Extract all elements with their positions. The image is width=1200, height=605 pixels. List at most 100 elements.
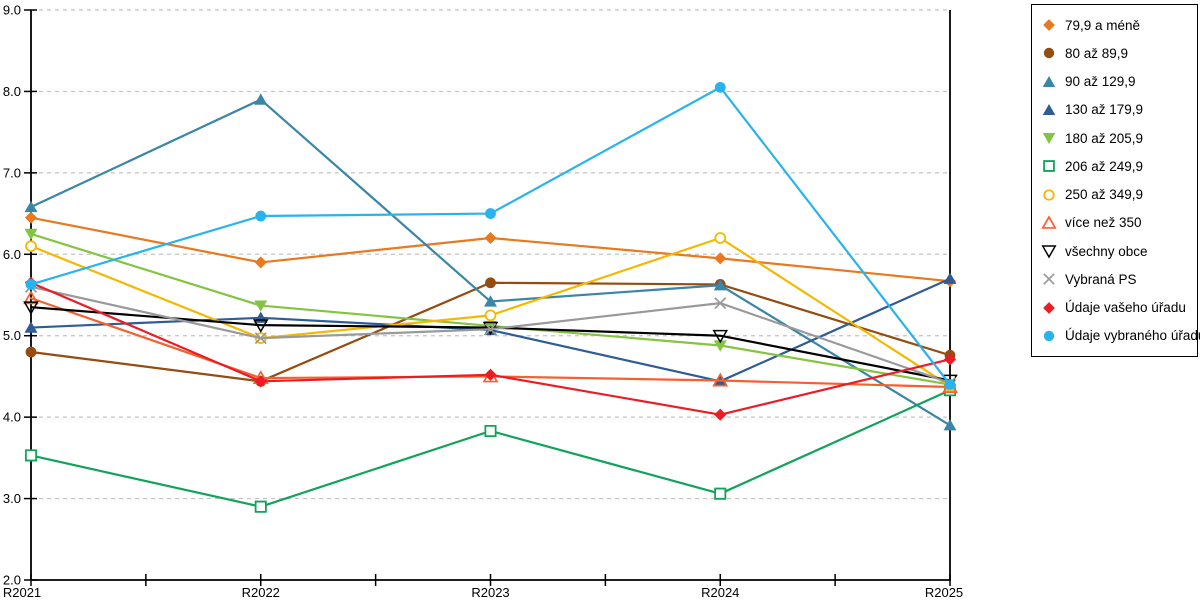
- y-axis-label: 6.0: [3, 247, 21, 262]
- legend-item-8: všechny obce: [1041, 243, 1193, 259]
- y-axis-label: 8.0: [3, 84, 21, 99]
- data-point-5-R2023: [484, 424, 497, 438]
- data-point-0-R2021: [24, 211, 38, 224]
- data-point-2-R2021: [24, 200, 38, 213]
- x-axis-label: R2024: [701, 585, 739, 600]
- data-point-9-R2023: [484, 323, 497, 336]
- series-line-8: [29, 306, 952, 382]
- data-point-0-R2023: [484, 231, 497, 245]
- legend-item-9: Vybraná PS: [1041, 271, 1193, 287]
- data-point-11-R2023: [485, 208, 496, 219]
- data-point-3-R2021: [24, 321, 38, 333]
- data-point-11-R2022: [255, 210, 267, 222]
- data-point-1-R2023: [485, 277, 496, 289]
- chart-legend: 79,9 a méně 80 až 89,9 90 až 129,9 130 až 1…: [1031, 4, 1200, 357]
- triangle-up-marker-icon: [1042, 103, 1056, 115]
- legend-marker-icon: [1043, 273, 1055, 286]
- triangle-down-open-marker-icon: [1041, 245, 1057, 259]
- legend-item-label: 79,9 a méně: [1065, 17, 1141, 33]
- data-point-7-R2024: [712, 372, 729, 387]
- legend-item-label: 90 až 129,9: [1065, 74, 1136, 90]
- data-point-2-R2022: [254, 93, 268, 105]
- series-line-4: [29, 232, 952, 386]
- y-axis-label: 5.0: [3, 328, 21, 343]
- legend-item-label: Údaje vybraného úřadu: [1065, 328, 1200, 344]
- triangle-up-marker-icon: [1042, 75, 1056, 87]
- data-point-9-R2022: [254, 332, 267, 345]
- legend-marker-icon: [1043, 330, 1055, 342]
- data-point-6-R2021: [25, 240, 37, 252]
- y-axis-label: 2.0: [3, 573, 21, 588]
- legend-item-6: 250 až 349,9: [1041, 187, 1193, 203]
- legend-item-label: 130 až 179,9: [1065, 102, 1144, 118]
- legend-item-label: 206 až 249,9: [1065, 158, 1144, 174]
- data-point-8-R2021: [23, 301, 39, 315]
- legend-item-label: všechny obce: [1065, 243, 1148, 259]
- legend-item-label: 180 až 205,9: [1065, 130, 1144, 146]
- triangle-down-marker-icon: [1042, 133, 1056, 145]
- legend-marker-icon: [1042, 75, 1056, 87]
- data-point-6-R2023: [484, 309, 497, 322]
- data-point-2-R2023: [484, 295, 497, 307]
- data-point-11-R2021: [25, 279, 37, 290]
- legend-item-label: více než 350: [1065, 215, 1142, 231]
- data-point-10-R2024: [714, 408, 727, 421]
- data-point-8-R2024: [712, 329, 729, 344]
- data-point-0-R2022: [254, 256, 267, 269]
- circle-open-marker-icon: [1043, 189, 1055, 201]
- legend-marker-icon: [1043, 19, 1055, 31]
- y-axis-label: 4.0: [3, 410, 21, 425]
- data-point-11-R2024: [714, 81, 726, 93]
- legend-marker-icon: [1043, 189, 1055, 201]
- legend-marker-icon: [1041, 245, 1057, 259]
- legend-item-0: 79,9 a méně: [1041, 17, 1193, 33]
- data-point-10-R2025: [943, 353, 957, 366]
- y-axis-label: 7.0: [3, 165, 21, 180]
- data-point-11-R2025: [944, 379, 956, 390]
- x-axis-label: R2022: [242, 585, 280, 600]
- data-point-2-R2024: [713, 279, 727, 291]
- triangle-up-open-marker-icon: [1041, 215, 1057, 229]
- data-point-5-R2024: [714, 487, 727, 500]
- legend-marker-icon: [1043, 160, 1055, 173]
- legend-item-label: 250 až 349,9: [1065, 187, 1144, 203]
- data-point-10-R2023: [484, 368, 497, 381]
- data-point-5-R2021: [24, 449, 38, 462]
- circle-marker-icon: [1043, 48, 1055, 59]
- legend-item-10: Údaje vašeho úřadu: [1041, 300, 1193, 316]
- series-line-0: [29, 216, 952, 283]
- legend-item-5: 206 až 249,9: [1041, 158, 1193, 174]
- data-point-2-R2025: [943, 419, 957, 431]
- legend-item-7: více než 350: [1041, 215, 1193, 231]
- legend-item-4: 180 až 205,9: [1041, 130, 1193, 146]
- data-point-1-R2021: [25, 346, 37, 358]
- legend-marker-icon: [1042, 133, 1056, 145]
- legend-marker-icon: [1041, 215, 1057, 229]
- legend-item-label: Vybraná PS: [1065, 271, 1137, 287]
- legend-marker-icon: [1043, 48, 1055, 59]
- square-open-marker-icon: [1043, 160, 1055, 173]
- diamond-marker-icon: [1043, 19, 1055, 31]
- legend-item-1: 80 až 89,9: [1041, 45, 1193, 61]
- data-point-7-R2021: [23, 290, 39, 305]
- data-point-10-R2022: [254, 375, 267, 388]
- data-point-3-R2025: [943, 272, 957, 284]
- x-marker-icon: [1043, 273, 1055, 286]
- data-point-4-R2022: [254, 300, 268, 312]
- legend-marker-icon: [1042, 103, 1056, 115]
- legend-item-label: Údaje vašeho úřadu: [1065, 300, 1186, 316]
- legend-item-11: Údaje vybraného úřadu: [1041, 328, 1200, 344]
- data-point-0-R2024: [714, 252, 727, 265]
- data-point-4-R2024: [713, 340, 727, 352]
- data-point-6-R2024: [714, 232, 727, 244]
- legend-item-3: 130 až 179,9: [1041, 102, 1193, 118]
- x-axis-label: R2021: [3, 585, 41, 600]
- legend-item-label: 80 až 89,9: [1065, 45, 1129, 61]
- legend-item-2: 90 až 129,9: [1041, 74, 1193, 90]
- diamond-marker-icon: [1043, 301, 1055, 314]
- data-point-8-R2022: [252, 319, 269, 333]
- data-point-9-R2024: [714, 297, 727, 310]
- x-axis-label: R2023: [471, 585, 509, 600]
